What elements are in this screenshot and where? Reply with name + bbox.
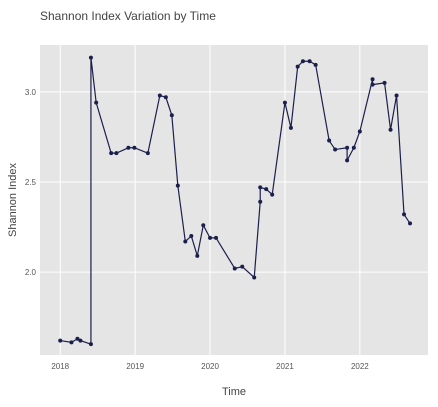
point [258, 199, 263, 204]
point [232, 266, 237, 271]
point [345, 158, 350, 163]
point [402, 212, 407, 217]
point [327, 138, 332, 143]
point [109, 151, 114, 156]
point [295, 64, 300, 69]
point [132, 145, 137, 150]
y-tick-label: 2.5 [25, 178, 37, 187]
point [78, 338, 83, 343]
point [388, 127, 393, 132]
x-tick-label: 2020 [201, 362, 219, 371]
point [313, 62, 318, 67]
point [351, 145, 356, 150]
point [157, 93, 162, 98]
point [382, 80, 387, 85]
point [189, 234, 194, 239]
point [258, 185, 263, 190]
point [300, 59, 305, 64]
point [75, 336, 80, 341]
chart-title: Shannon Index Variation by Time [40, 9, 216, 23]
x-tick-label: 2021 [276, 362, 294, 371]
x-tick-label: 2018 [51, 362, 69, 371]
point [195, 253, 200, 258]
point [126, 145, 131, 150]
point [163, 95, 168, 100]
point [394, 93, 399, 98]
point [240, 264, 245, 269]
point [408, 221, 413, 226]
point [145, 151, 150, 156]
point [270, 192, 275, 197]
point [333, 147, 338, 152]
point [114, 151, 119, 156]
y-axis-label: Shannon Index [7, 162, 19, 237]
point [58, 338, 63, 343]
point [69, 340, 74, 345]
point [370, 77, 375, 82]
point [88, 55, 93, 60]
panel [40, 45, 428, 355]
point [252, 275, 257, 280]
point [208, 235, 213, 240]
point [88, 342, 93, 347]
point [201, 223, 206, 228]
x-tick-label: 2022 [351, 362, 369, 371]
point [357, 129, 362, 134]
point [370, 82, 375, 87]
point [307, 59, 312, 64]
point [288, 125, 293, 130]
point [282, 100, 287, 105]
point [94, 100, 99, 105]
point [183, 239, 188, 244]
point [214, 235, 219, 240]
y-tick-label: 3.0 [25, 88, 37, 97]
point [264, 187, 269, 192]
y-tick-label: 2.0 [25, 268, 37, 277]
point [345, 145, 350, 150]
point [169, 113, 174, 118]
x-tick-label: 2019 [126, 362, 144, 371]
x-axis-label: Time [222, 386, 246, 398]
point [175, 183, 180, 188]
